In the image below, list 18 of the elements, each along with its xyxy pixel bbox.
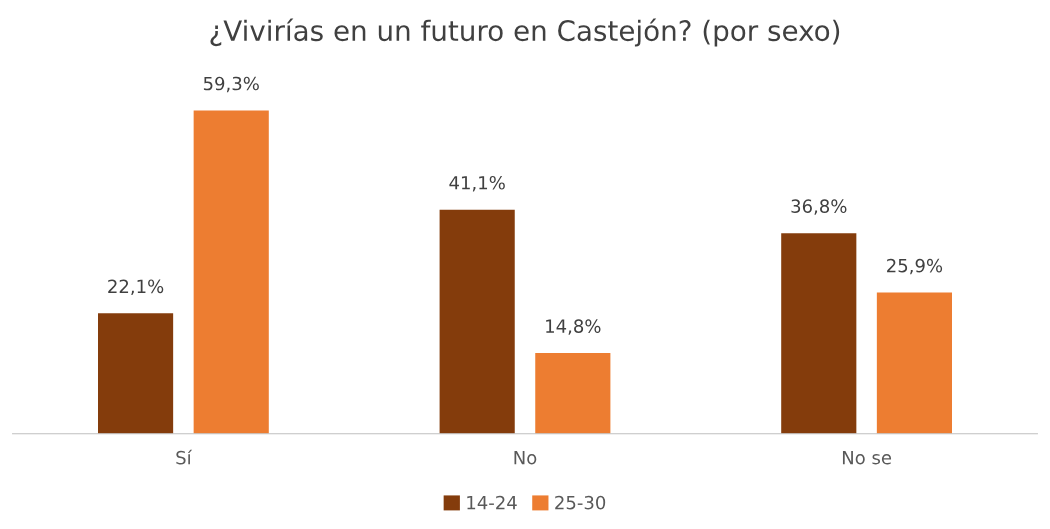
legend-label: 25-30	[555, 495, 606, 510]
bar	[781, 233, 857, 434]
x-tick-label: No se	[842, 451, 892, 465]
bar	[439, 209, 515, 434]
bar	[876, 292, 952, 434]
x-tick-label: Sí	[176, 449, 193, 465]
bar	[535, 353, 611, 434]
bar	[98, 313, 174, 434]
data-label: 14,8%	[546, 319, 601, 335]
data-label: 41,1%	[449, 175, 505, 192]
bar	[193, 110, 269, 434]
data-label: 36,8%	[791, 199, 847, 215]
x-tick-label: No	[514, 451, 537, 465]
data-label: 22,1%	[108, 279, 164, 295]
legend-label: 14-24	[467, 495, 517, 510]
data-label: 59,3%	[203, 76, 259, 93]
data-label: 25,9%	[887, 258, 943, 275]
chart-title: ¿Vivirías en un futuro en Castejón? (por sexo)	[210, 18, 840, 47]
